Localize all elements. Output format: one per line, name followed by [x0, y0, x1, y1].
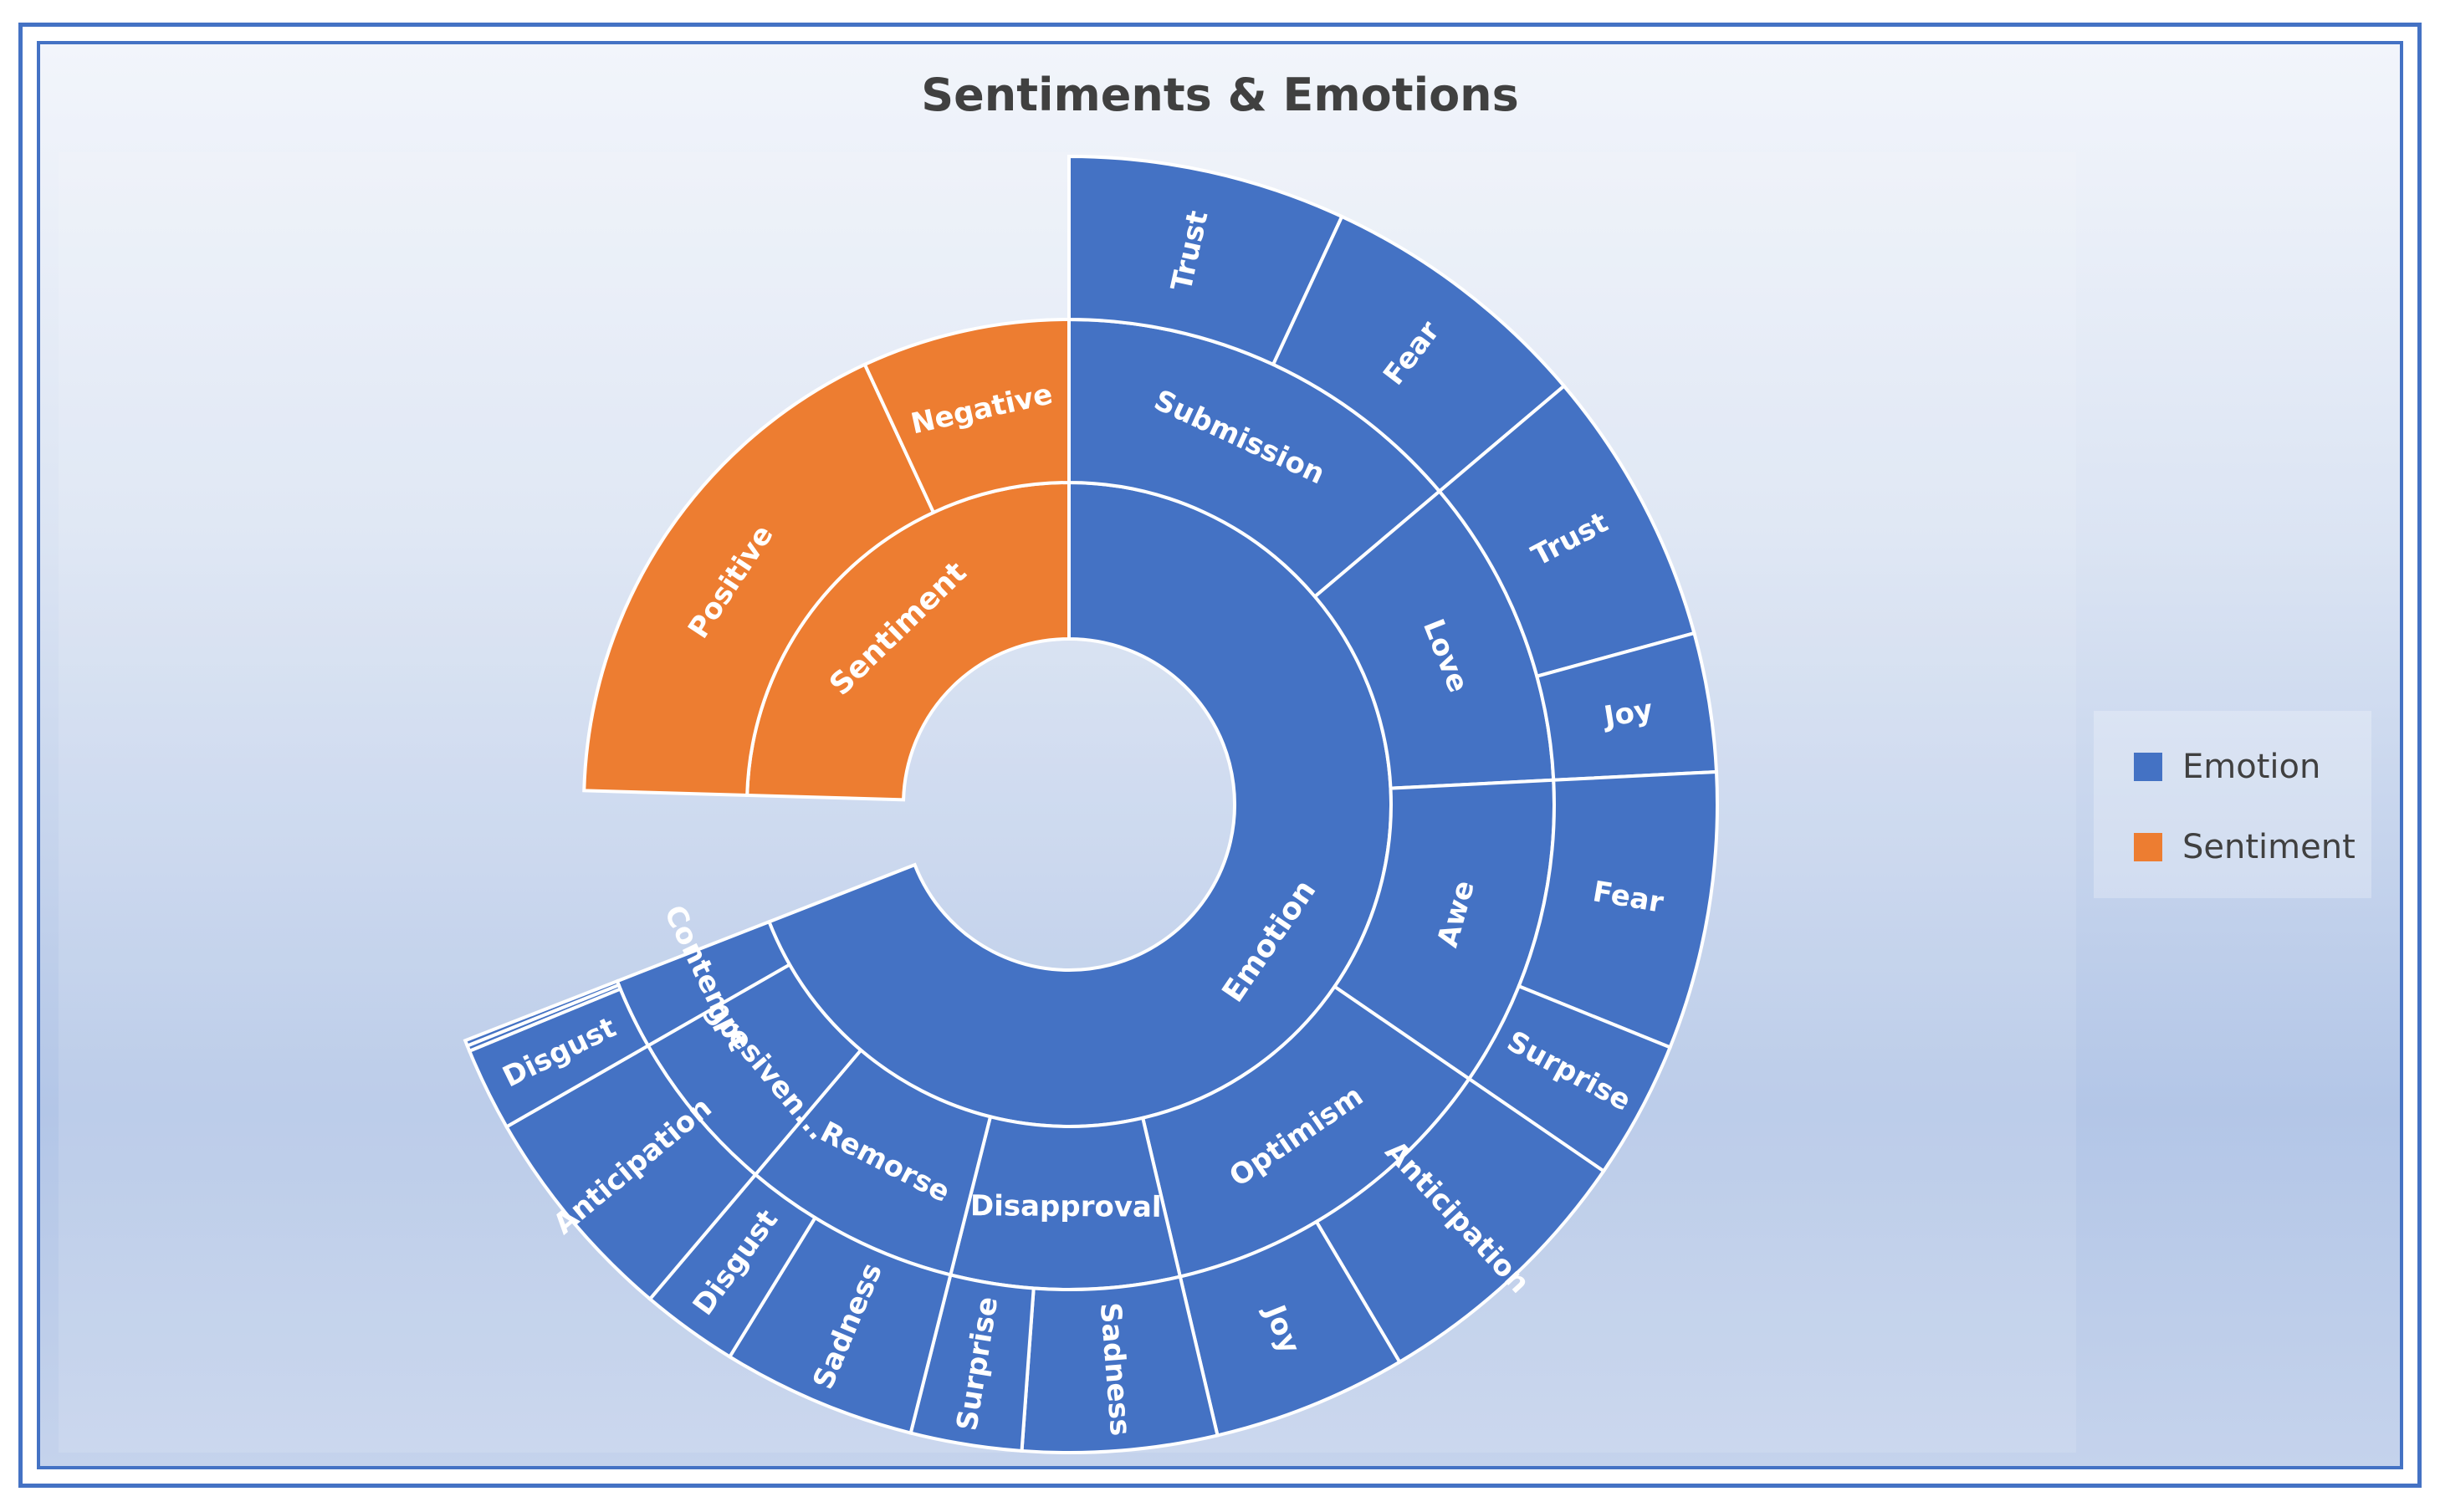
legend-swatch-emotion [2134, 753, 2162, 781]
legend-item-emotion: Emotion [2134, 746, 2320, 788]
legend: Emotion Sentiment [2094, 711, 2371, 898]
segment-negative-ring2-27[interactable] [862, 317, 1071, 515]
chart-title: Sentiments & Emotions [921, 69, 1519, 121]
legend-label-emotion: Emotion [2182, 748, 2321, 786]
legend-label-sentiment: Sentiment [2182, 828, 2356, 866]
segment-positive-ring2-26[interactable] [582, 362, 936, 798]
segment-label-joy: Joy [1600, 693, 1655, 734]
segment-label-disapproval: Disapproval [970, 1189, 1162, 1224]
segment-blank-ring3-24[interactable] [463, 978, 622, 1049]
legend-item-sentiment: Sentiment [2134, 826, 2356, 868]
legend-swatch-sentiment [2134, 833, 2162, 861]
